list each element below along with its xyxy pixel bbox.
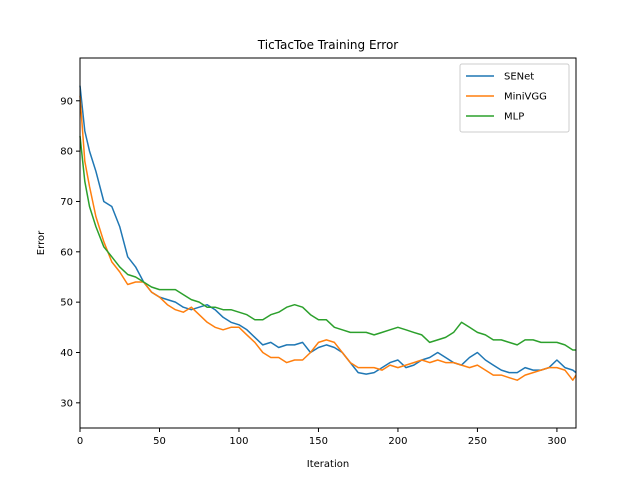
x-axis-label: Iteration — [307, 459, 349, 470]
series-line-minivgg — [79, 95, 577, 381]
y-tick-label: 80 — [60, 147, 73, 158]
series-lines — [79, 85, 577, 381]
legend-label-senet: SENet — [504, 72, 534, 83]
y-tick-label: 30 — [60, 398, 73, 409]
x-tick-label: 150 — [309, 436, 328, 447]
x-tick-label: 300 — [547, 436, 566, 447]
x-tick-label: 250 — [468, 436, 487, 447]
legend-label-mlp: MLP — [504, 112, 524, 123]
y-axis-label: Error — [36, 230, 47, 255]
chart-title: TicTacToe Training Error — [257, 38, 398, 52]
plot-frame — [79, 57, 577, 429]
y-axis-ticks: 30 40 50 60 70 80 90 — [60, 96, 80, 409]
series-line-mlp — [79, 135, 576, 351]
x-tick-label: 200 — [388, 436, 407, 447]
legend-label-minivgg: MiniVGG — [504, 92, 547, 103]
y-tick-label: 70 — [60, 197, 73, 208]
y-tick-label: 90 — [60, 96, 73, 107]
legend-box — [459, 63, 570, 133]
x-tick-label: 50 — [153, 436, 166, 447]
x-axis-ticks: 0 50 100 150 200 250 300 — [77, 428, 566, 447]
y-tick-label: 50 — [60, 298, 73, 309]
x-tick-label: 100 — [229, 436, 248, 447]
y-tick-label: 40 — [60, 348, 73, 359]
legend: SENet MiniVGG MLP — [459, 63, 570, 133]
x-tick-label: 0 — [77, 436, 83, 447]
y-tick-label: 60 — [60, 247, 73, 258]
plot-area — [79, 57, 577, 429]
